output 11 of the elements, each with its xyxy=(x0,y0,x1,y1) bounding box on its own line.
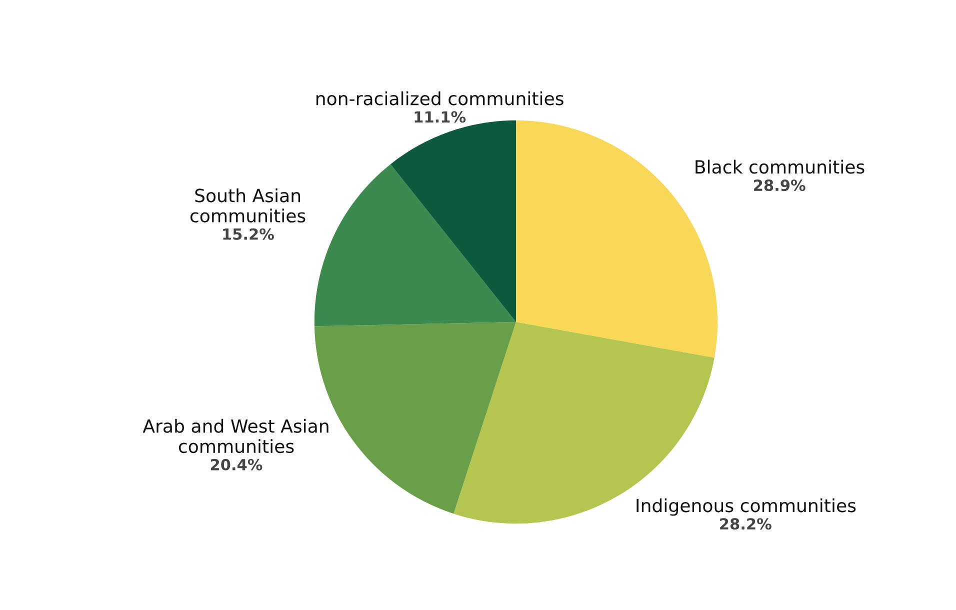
data-label: 28.2% xyxy=(720,518,772,530)
data-label: 20.4% xyxy=(210,458,262,470)
slice-label: Black communities xyxy=(696,160,864,174)
pie-slice xyxy=(314,164,516,326)
data-label: 15.2% xyxy=(223,228,274,240)
slice-label: Arab and West Asian communities xyxy=(142,418,328,454)
data-label: 11.1% xyxy=(414,111,466,123)
slice-label: Indigenous communities xyxy=(636,498,856,516)
data-label: 28.9% xyxy=(754,180,806,192)
slice-label: South Asian communities xyxy=(190,188,306,223)
slice-label: non-racialized communities xyxy=(316,91,564,106)
